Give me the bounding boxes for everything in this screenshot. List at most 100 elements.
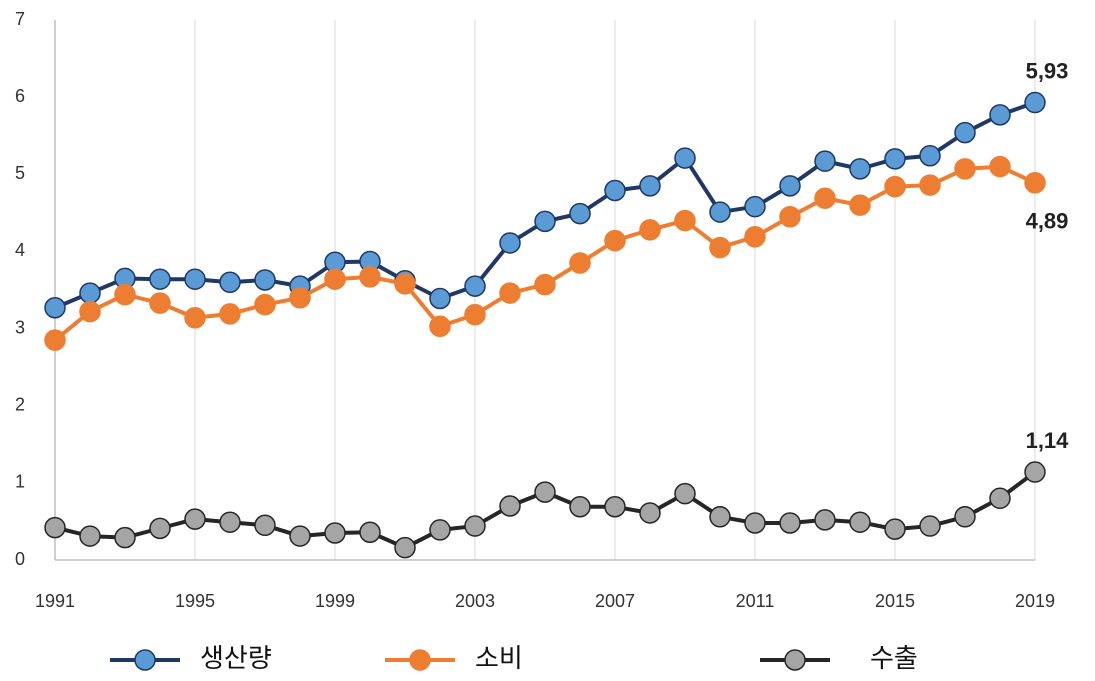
series-marker: [184, 307, 206, 329]
series-marker: [359, 266, 381, 288]
series-marker: [954, 121, 976, 144]
series-marker: [989, 155, 1011, 178]
series-marker: [639, 175, 661, 197]
series-marker: [114, 283, 136, 306]
y-tick-label: 0: [15, 549, 25, 569]
series-marker: [114, 526, 136, 549]
series-marker: [674, 209, 696, 232]
value-label: 4,89: [1026, 209, 1069, 234]
series-marker: [919, 515, 941, 537]
series-marker: [219, 271, 241, 294]
y-tick-label: 5: [15, 163, 25, 183]
series-marker: [744, 512, 766, 534]
legend-label: 소비: [475, 643, 523, 673]
series-marker: [849, 158, 871, 180]
series-marker: [149, 517, 171, 540]
series-marker: [149, 268, 171, 290]
series-marker: [534, 210, 556, 233]
series-marker: [254, 293, 276, 316]
series-marker: [604, 496, 626, 518]
series-marker: [534, 481, 556, 503]
series-marker: [954, 506, 976, 528]
series-marker: [639, 219, 661, 241]
y-tick-label: 7: [15, 9, 25, 29]
series-marker: [254, 269, 276, 291]
x-tick-label: 2003: [455, 591, 495, 611]
series-marker: [499, 495, 521, 517]
series-marker: [44, 329, 66, 351]
series-marker: [429, 287, 451, 310]
x-tick-label: 2011: [736, 591, 775, 611]
series-marker: [849, 194, 871, 216]
x-tick-label: 1991: [35, 591, 75, 611]
series-marker: [254, 514, 276, 537]
y-tick-label: 1: [15, 472, 25, 492]
series-marker: [709, 201, 731, 223]
series-marker: [604, 229, 626, 252]
legend-label: 수출: [870, 643, 918, 673]
legend-marker: [409, 649, 431, 671]
series-marker: [219, 303, 241, 325]
y-tick-label: 4: [15, 240, 25, 260]
series-marker: [989, 487, 1011, 510]
series-marker: [569, 252, 591, 274]
series-marker: [394, 273, 416, 295]
series-marker: [534, 273, 556, 296]
series-marker: [44, 296, 66, 319]
series-marker: [884, 518, 906, 540]
series-marker: [464, 303, 486, 326]
y-tick-label: 3: [15, 317, 25, 337]
y-tick-label: 2: [15, 394, 25, 414]
series-marker: [674, 147, 696, 169]
series-marker: [849, 511, 871, 533]
x-tick-label: 2007: [595, 591, 635, 611]
series-marker: [569, 202, 591, 225]
x-tick-label: 2015: [875, 591, 915, 611]
series-marker: [744, 195, 766, 218]
series-marker: [989, 104, 1011, 126]
value-label: 5,93: [1026, 58, 1069, 83]
series-marker: [744, 226, 766, 248]
value-label: 1,14: [1026, 428, 1070, 453]
series-marker: [814, 150, 836, 172]
y-tick-label: 6: [15, 86, 25, 106]
series-marker: [779, 205, 801, 228]
x-tick-label: 1995: [175, 591, 215, 611]
series-marker: [1024, 91, 1046, 114]
series-marker: [709, 236, 731, 259]
legend-marker: [784, 649, 806, 671]
series-marker: [1024, 172, 1046, 194]
legend-label: 생산량: [200, 643, 272, 673]
series-marker: [499, 282, 521, 304]
series-marker: [429, 315, 451, 338]
series-marker: [569, 496, 591, 518]
series-marker: [709, 506, 731, 528]
legend-marker: [134, 649, 156, 671]
series-marker: [954, 158, 976, 180]
x-tick-label: 2019: [1015, 591, 1055, 611]
series-marker: [499, 232, 521, 254]
series-marker: [184, 508, 206, 530]
series-marker: [674, 482, 696, 505]
series-marker: [884, 148, 906, 170]
series-marker: [919, 174, 941, 196]
series-marker: [394, 536, 416, 559]
series-marker: [779, 175, 801, 197]
series-marker: [779, 512, 801, 534]
x-tick-label: 1999: [315, 591, 355, 611]
series-marker: [79, 282, 101, 304]
series-marker: [149, 292, 171, 314]
series-marker: [1024, 461, 1046, 483]
series-marker: [324, 268, 346, 290]
series-marker: [289, 286, 311, 309]
series-marker: [464, 515, 486, 537]
series-marker: [464, 275, 486, 297]
series-marker: [184, 268, 206, 290]
series-marker: [814, 187, 836, 209]
series-marker: [289, 525, 311, 547]
series-marker: [639, 502, 661, 524]
series-marker: [219, 511, 241, 533]
series-marker: [604, 179, 626, 202]
series-marker: [44, 516, 66, 539]
